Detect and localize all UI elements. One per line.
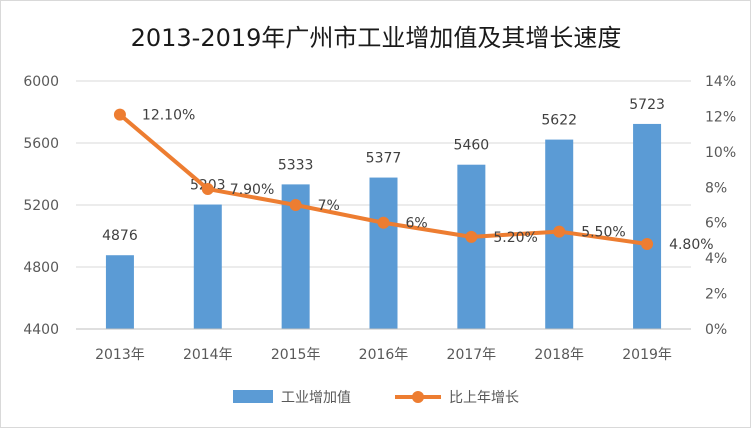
bar-data-label: 5333 xyxy=(278,157,314,173)
y-right-tick-label: 10% xyxy=(705,145,736,161)
x-tick-label: 2014年 xyxy=(183,347,233,363)
line-point xyxy=(113,108,126,121)
bar xyxy=(105,255,134,329)
y-left-tick-label: 5200 xyxy=(23,198,59,214)
bar-data-label: 5377 xyxy=(366,151,402,167)
x-tick-label: 2015年 xyxy=(271,347,321,363)
y-right-tick-label: 14% xyxy=(705,74,736,90)
line-series: 12.10% 7.90% 7% 6% 5.20% 5.50% 4.80% xyxy=(113,108,714,253)
legend-bar-label: 工业增加值 xyxy=(281,390,351,406)
x-tick-label: 2019年 xyxy=(622,347,672,363)
bar-data-label: 5460 xyxy=(454,138,490,154)
line-data-label: 5.50% xyxy=(581,225,625,241)
legend-line-marker xyxy=(412,391,424,403)
y-right-tick-label: 2% xyxy=(705,287,727,303)
y-left-tick-label: 6000 xyxy=(23,74,59,90)
line-data-label: 6% xyxy=(406,216,428,232)
y-left-tick-label: 5600 xyxy=(23,136,59,152)
y-right-tick-label: 6% xyxy=(705,216,727,232)
bar-data-label: 5622 xyxy=(541,113,577,129)
line-point xyxy=(201,183,214,196)
y-left-tick-label: 4800 xyxy=(23,260,59,276)
y-right-tick-label: 12% xyxy=(705,109,736,125)
legend-bar-swatch xyxy=(233,390,273,403)
bar xyxy=(193,204,222,329)
line-data-label: 4.80% xyxy=(669,237,713,253)
line-point xyxy=(289,199,302,211)
x-tick-label: 2018年 xyxy=(534,347,584,363)
legend: 工业增加值 比上年增长 xyxy=(233,390,519,406)
chart-title: 2013-2019年广州市工业增加值及其增长速度 xyxy=(131,24,622,52)
x-tick-label: 2016年 xyxy=(359,347,409,363)
y-right-tick-label: 8% xyxy=(705,180,727,196)
bar-data-label: 4876 xyxy=(102,228,138,244)
legend-line-label: 比上年增长 xyxy=(449,390,519,406)
y-left-tick-label: 4400 xyxy=(23,322,59,338)
y-right-tick-label: 4% xyxy=(705,251,727,267)
line-point xyxy=(377,216,390,229)
line-data-label: 5.20% xyxy=(493,230,537,246)
line-data-label: 7.90% xyxy=(230,182,274,198)
line-data-label: 7% xyxy=(318,198,340,214)
bar-data-label: 5723 xyxy=(629,97,665,113)
line-point xyxy=(553,225,566,238)
bar xyxy=(457,164,486,329)
bar xyxy=(369,177,398,329)
x-tick-label: 2013年 xyxy=(95,347,145,363)
line-point xyxy=(465,230,478,243)
bar xyxy=(633,123,662,329)
y-right-tick-label: 0% xyxy=(705,322,727,338)
line-point xyxy=(641,237,654,250)
axis-labels: 4400 4800 5200 5600 6000 0% 2% 4% 6% 8% 10% 12% 14% 2… xyxy=(23,74,736,363)
x-tick-label: 2017年 xyxy=(447,347,497,363)
bar-series: 4876520353335377546056225723 xyxy=(102,97,665,329)
line-data-label: 12.10% xyxy=(142,108,195,124)
